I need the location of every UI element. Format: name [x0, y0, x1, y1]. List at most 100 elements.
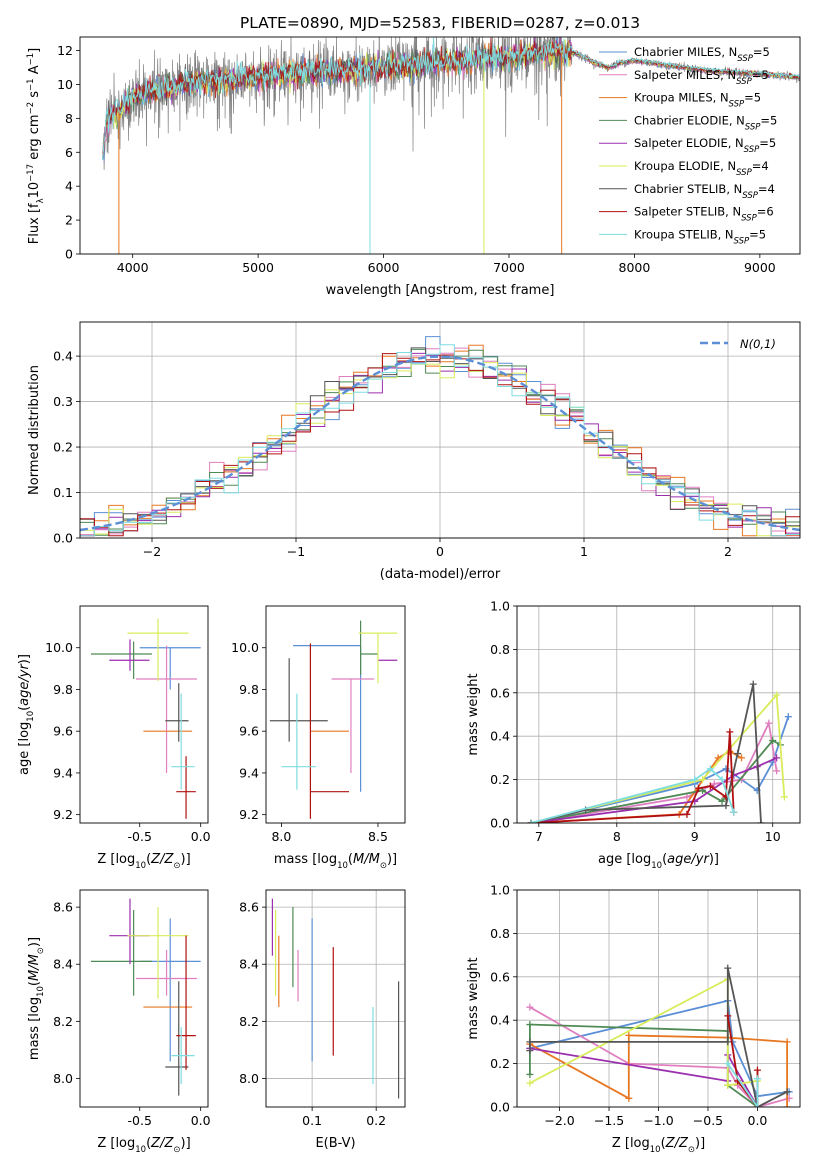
y-tick-label: 0.4 — [53, 349, 73, 364]
y-tick-label: 8.4 — [239, 957, 259, 972]
x-axis-label: Z [log10(Z/Z⊙)] — [97, 1136, 190, 1155]
weight-marker — [706, 765, 714, 773]
x-tick-label: 9 — [691, 829, 699, 844]
legend-label-chabrier-miles: Chabrier MILES, NSSP=5 — [634, 45, 770, 64]
y-axis-label: age [log10(age/yr)] — [17, 654, 36, 775]
axes-frame — [516, 605, 801, 824]
y-tick-label: 9.4 — [53, 765, 73, 780]
weight-path — [529, 1034, 788, 1107]
y-tick-label: 9.2 — [239, 807, 259, 822]
weight-marker — [784, 713, 792, 721]
x-tick-label: 0.0 — [191, 829, 211, 844]
y-tick-label: 1.0 — [490, 599, 510, 614]
panel-spectrum: 4000 5000 6000 7000 8000 9000 0 2 4 6 8 10 12 Flux [f… — [26, 36, 801, 298]
axes: 7 8 9 10 0.0 0.2 0.4 0.6 0.8 1.0 — [490, 599, 801, 844]
errorbar-salpeter-miles — [136, 949, 198, 996]
x-axis-label: age [log10(age/yr)] — [598, 852, 719, 871]
weight-line-kroupa-elodie — [526, 975, 761, 1089]
legend: N(0,1) — [700, 337, 776, 351]
errorbar-kroupa-stelib — [281, 693, 317, 790]
weight-line-kroupa-stelib — [724, 1060, 761, 1107]
axes-frame — [516, 889, 801, 1108]
y-tick-label: 2 — [65, 213, 73, 228]
weight-marker — [773, 691, 781, 699]
weight-marker — [773, 754, 781, 762]
y-tick-label: 0.2 — [490, 772, 510, 787]
y-tick-label: 9.8 — [239, 682, 259, 697]
errorbar-salpeter-stelib — [309, 643, 350, 819]
weight-marker — [625, 1031, 633, 1039]
y-tick-label: 0.0 — [490, 1100, 510, 1115]
weight-line-kroupa-stelib — [527, 765, 738, 823]
y-tick-label: 6 — [65, 145, 73, 160]
y-tick-label: 9.4 — [239, 765, 259, 780]
weight-line-salpeter-stelib — [527, 728, 738, 823]
y-tick-label: 0.2 — [53, 440, 73, 455]
y-axis-label-text: Normed distribution — [27, 365, 42, 495]
y-axis-label: mass weight — [466, 957, 481, 1039]
x-tick-label: -0.5 — [128, 1113, 152, 1128]
y-tick-label: 0.8 — [490, 926, 510, 941]
histogram-kroupa-stelib — [80, 344, 800, 537]
weight-marker — [757, 819, 765, 823]
weight-marker — [526, 1070, 534, 1078]
y-tick-label: 0.8 — [490, 642, 510, 657]
y-tick-label: 0.4 — [490, 1013, 510, 1028]
y-tick-label: 8.2 — [239, 1014, 259, 1029]
y-axis-label: Flux [fλ10−17 erg cm−2 s−1 A−1] — [26, 48, 46, 244]
weight-marker — [683, 793, 691, 801]
y-tick-label: 8 — [65, 111, 73, 126]
plot-area — [269, 620, 398, 819]
x-tick-label: 8000 — [619, 260, 651, 275]
x-tick-label: −2.0 — [544, 1113, 574, 1128]
plot-area — [90, 618, 201, 819]
legend-label-kroupa-stelib: Kroupa STELIB, NSSP=5 — [634, 227, 766, 246]
weight-marker — [691, 776, 699, 784]
panel-age-vs-mass: 8.0 8.5 9.2 9.4 9.6 9.8 10.0 mass [log10(M/M⊙)] — [231, 605, 406, 871]
x-tick-label: 4000 — [117, 260, 149, 275]
y-tick-label: 9.2 — [53, 807, 73, 822]
x-tick-label: 2 — [724, 544, 732, 559]
weight-marker — [526, 1047, 534, 1055]
weight-marker — [724, 1060, 732, 1068]
x-axis-label: mass [log10(M/M⊙)] — [274, 852, 397, 871]
x-tick-label: 8.0 — [271, 829, 291, 844]
plot-area — [102, 37, 800, 254]
y-tick-label: 10 — [57, 77, 73, 92]
axes: 4000 5000 6000 7000 8000 9000 0 2 4 6 8 10 12 — [57, 36, 801, 275]
errorbar-kroupa-stelib — [171, 1027, 195, 1085]
x-tick-label: −1.0 — [643, 1113, 673, 1128]
panel-residuals: −2 −1 0 1 2 0.0 0.1 0.2 0.3 0.4 N(0,1) Normed distr… — [27, 321, 801, 582]
y-tick-label: 9.6 — [239, 724, 259, 739]
gridlines — [517, 889, 800, 1108]
y-tick-label: 0.3 — [53, 394, 73, 409]
legend-label-salpeter-miles: Salpeter MILES, NSSP=5 — [634, 68, 769, 87]
y-tick-label: 10.0 — [231, 640, 259, 655]
legend-label-kroupa-miles: Kroupa MILES, NSSP=5 — [634, 91, 761, 110]
y-tick-label: 8.6 — [239, 900, 259, 915]
x-tick-label: 0 — [436, 544, 444, 559]
errorbar-salpeter-miles — [331, 678, 375, 773]
y-axis-label: mass weight — [466, 673, 481, 755]
y-tick-label: 0.6 — [490, 969, 510, 984]
y-tick-label: 8.6 — [53, 900, 73, 915]
weight-marker — [749, 680, 757, 688]
plot-area — [526, 964, 793, 1107]
axes-frame — [79, 889, 209, 1108]
weight-marker — [695, 784, 703, 792]
weight-marker — [734, 750, 742, 758]
histogram-kroupa-elodie — [80, 362, 800, 537]
axes: −2.0 −1.5 −1.0 −0.5 0.0 0.0 0.2 0.4 0.6 0.8 1.0 — [490, 883, 801, 1128]
legend: Chabrier MILES, NSSP=5 Salpeter MILES, NS… — [599, 45, 777, 246]
x-tick-label: 7 — [535, 829, 543, 844]
legend-label-chabrier-stelib: Chabrier STELIB, NSSP=4 — [634, 182, 775, 201]
axes-frame — [265, 605, 406, 824]
figure-title: PLATE=0890, MJD=52583, FIBERID=0287, z=0… — [240, 14, 640, 32]
weight-marker — [625, 1094, 633, 1102]
weight-marker — [769, 737, 777, 745]
plot-area — [527, 680, 792, 823]
plot-area — [80, 336, 800, 537]
weight-marker — [726, 728, 734, 736]
errorbar-salpeter-stelib — [176, 756, 196, 819]
legend-label-normal: N(0,1) — [740, 337, 776, 351]
